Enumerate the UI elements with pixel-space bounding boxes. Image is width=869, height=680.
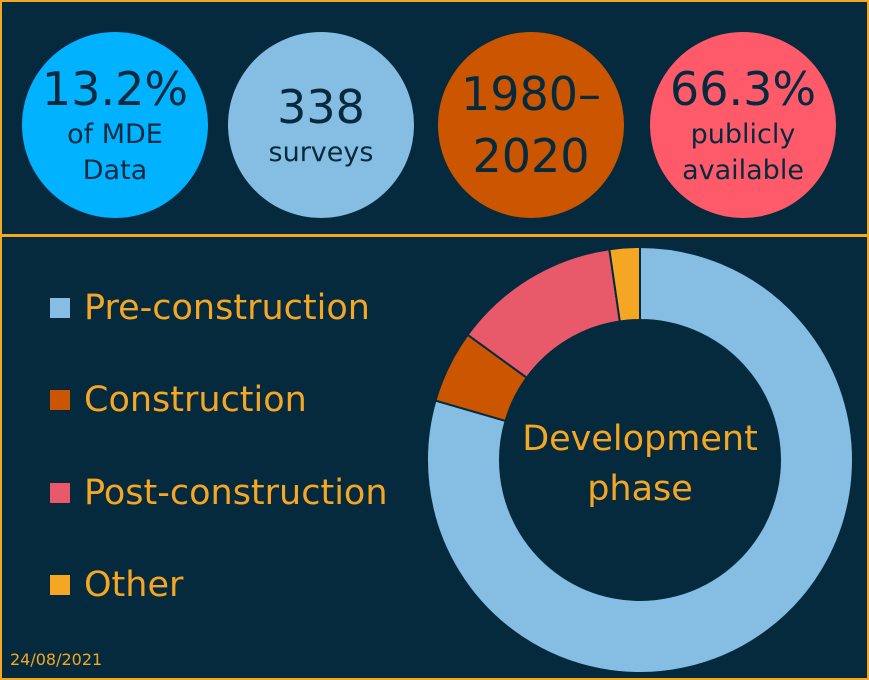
legend-label-construction: Construction [84, 380, 307, 420]
legend-swatch-pre-construction [50, 298, 70, 318]
stat-public-value: 66.3% [669, 62, 817, 116]
donut-slice-pre-construction [426, 245, 854, 674]
donut-center-label-line1: Development [522, 419, 758, 459]
donut-center-label: Development phase [522, 419, 758, 509]
legend-swatch-other [50, 575, 70, 595]
stat-public-line1: publicly [690, 119, 796, 150]
legend-label-post-construction: Post-construction [84, 473, 388, 513]
legend-label-other: Other [84, 565, 184, 605]
legend-item-construction: Construction [50, 380, 307, 420]
stat-surveys: 338 surveys [228, 32, 414, 218]
stat-years: 1980– 2020 [438, 32, 624, 218]
stat-surveys-label: surveys [268, 137, 374, 168]
stat-mde-share: 13.2% of MDE Data [22, 32, 208, 218]
legend-item-pre-construction: Pre-construction [50, 288, 370, 328]
stat-mde-share-line2: Data [82, 155, 148, 186]
legend-item-other: Other [50, 565, 183, 605]
legend-swatch-construction [50, 390, 70, 410]
legend-item-post-construction: Post-construction [50, 473, 388, 513]
stat-years-line2: 2020 [472, 129, 590, 183]
date-stamp: 24/08/2021 [10, 650, 103, 669]
stat-mde-share-value: 13.2% [41, 62, 189, 116]
donut-center-label-line2: phase [587, 469, 693, 509]
stat-mde-share-line1: of MDE [67, 119, 163, 150]
legend-swatch-post-construction [50, 483, 70, 503]
legend-label-pre-construction: Pre-construction [84, 288, 370, 328]
stat-surveys-value: 338 [277, 80, 365, 134]
stat-years-line1: 1980– [460, 67, 602, 121]
donut-slice-other [608, 245, 641, 323]
stat-public: 66.3% publicly available [650, 32, 836, 218]
stat-public-line2: available [682, 155, 804, 186]
